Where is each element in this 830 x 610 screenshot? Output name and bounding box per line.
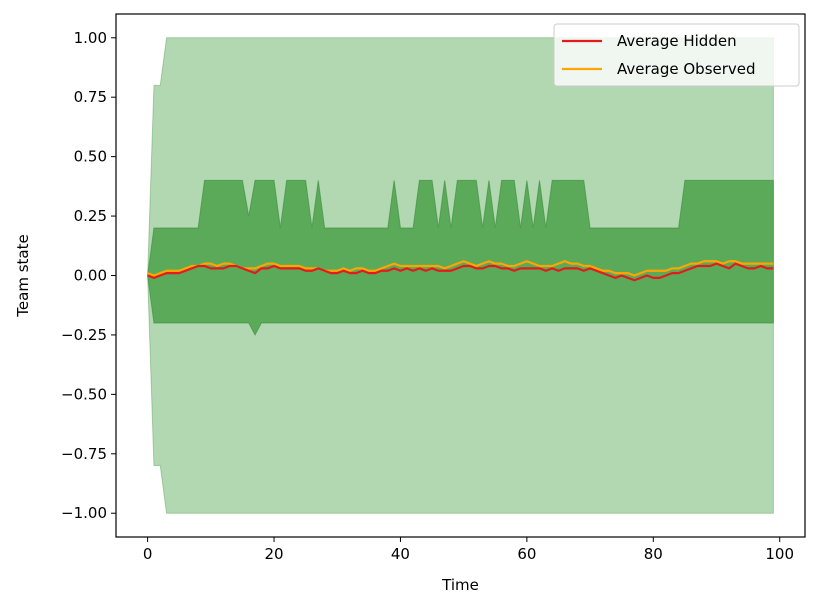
y-tick-label: 0.75 [74, 88, 107, 106]
y-tick-label: −0.75 [61, 445, 107, 463]
legend: Average Hidden Average Observed [553, 23, 800, 87]
x-axis-label: Time [441, 576, 479, 594]
legend-label-average-observed: Average Observed [617, 60, 756, 78]
x-tick-label: 40 [391, 545, 410, 563]
x-tick-label: 80 [644, 545, 663, 563]
legend-label-average-hidden: Average Hidden [617, 32, 737, 50]
y-tick-label: 0.00 [74, 267, 107, 285]
y-tick-label: 1.00 [74, 29, 107, 47]
y-tick-label: −1.00 [61, 504, 107, 522]
plot-area [147, 37, 774, 514]
series-line-average-hidden [147, 262, 774, 282]
y-tick-label: −0.25 [61, 326, 107, 344]
legend-box [553, 23, 800, 87]
x-tick-label: 100 [765, 545, 794, 563]
series-line-average-observed [147, 260, 774, 277]
x-tick-label: 0 [143, 545, 153, 563]
y-tick-label: −0.50 [61, 385, 107, 403]
ticks: 0 20 40 60 80 100 1.00 0.75 0.50 0.25 0.00 −0.25 −0.… [61, 29, 794, 563]
y-tick-label: 0.50 [74, 148, 107, 166]
inner-range-band [147, 179, 774, 336]
y-axis-label: Team state [14, 234, 32, 317]
x-tick-label: 20 [264, 545, 283, 563]
x-tick-label: 60 [517, 545, 536, 563]
y-tick-label: 0.25 [74, 207, 107, 225]
